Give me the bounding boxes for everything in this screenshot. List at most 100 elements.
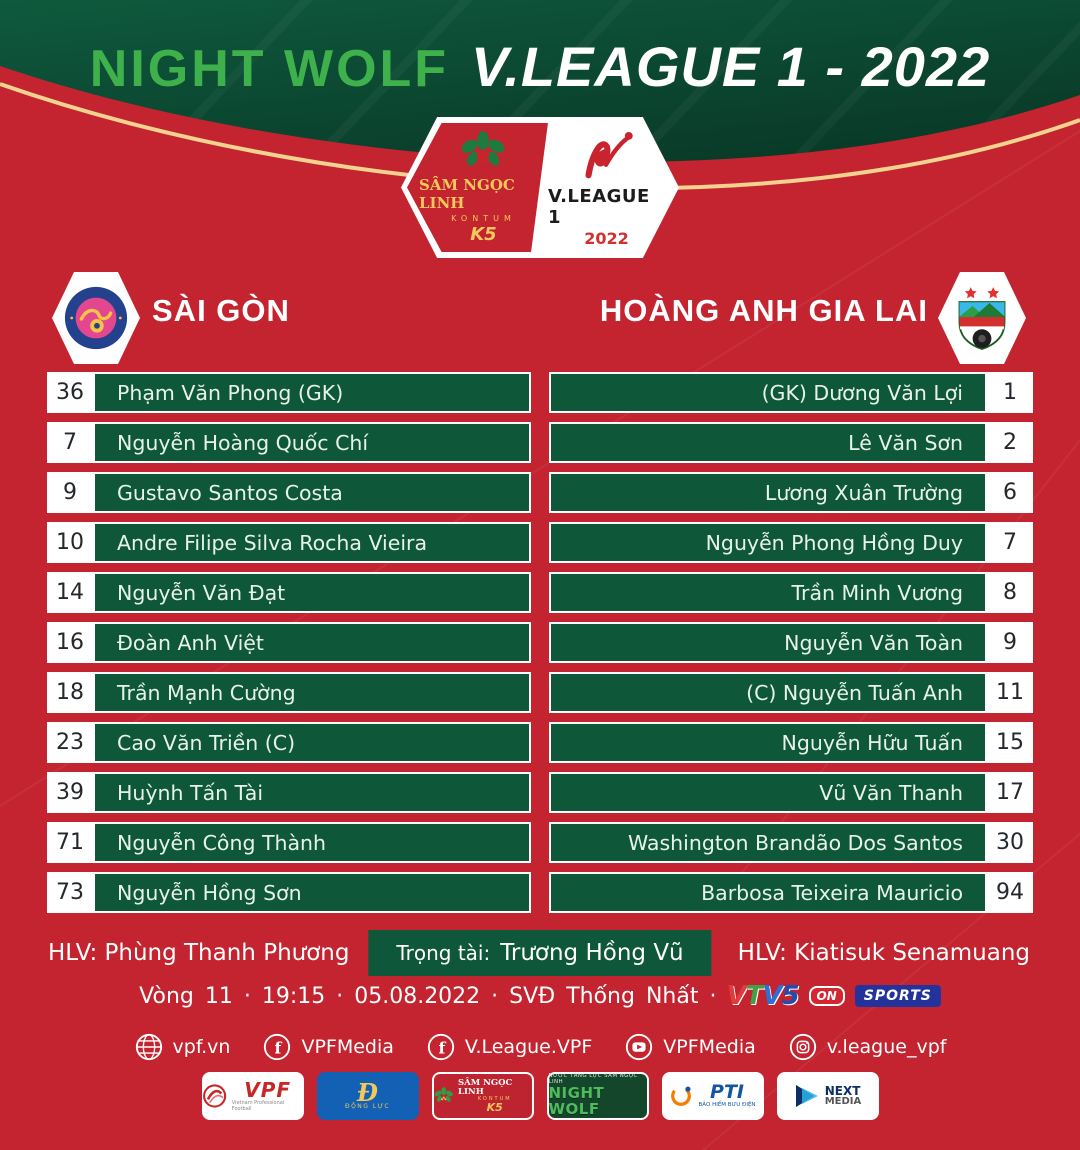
match-info-row: Vòng 11 · 19:15 · 05.08.2022 · SVĐ Thống… [0,980,1080,1012]
player-name: Washington Brandão Dos Santos [549,822,987,863]
player-name: Nguyễn Văn Đạt [93,572,531,613]
player-name: Phạm Văn Phong (GK) [93,372,531,413]
player-name: Vũ Văn Thanh [549,772,987,813]
vpf-tagline: Vietnam Professional Football [231,1100,285,1112]
sponsor-vpf: VPF Vietnam Professional Football [201,1072,304,1120]
player-name: Nguyễn Phong Hồng Duy [549,522,987,563]
player-row: 71 Nguyễn Công Thành [47,822,531,863]
vleague-swoosh-icon [585,131,634,178]
home-team-crest [52,272,140,364]
player-row: Nguyễn Hữu Tuấn 15 [549,722,1033,763]
player-row: 9 Gustavo Santos Costa [47,472,531,513]
match-info-text: Vòng 11 · 19:15 · 05.08.2022 · SVĐ Thống… [139,983,717,1009]
player-number: 15 [987,722,1033,763]
player-row: 39 Huỳnh Tấn Tài [47,772,531,813]
on-badge: ON [808,986,845,1006]
player-name: Andre Filipe Silva Rocha Vieira [93,522,531,563]
player-row: (C) Nguyễn Tuấn Anh 11 [549,672,1033,713]
sponsor-pti: PTI BẢO HIỂM BƯU ĐIỆN [661,1072,764,1120]
player-row: Nguyễn Văn Toàn 9 [549,622,1033,663]
home-team-name: SÀI GÒN [152,293,290,328]
player-row: 7 Nguyễn Hoàng Quốc Chí [47,422,531,463]
badge-sponsor-half: SÂM NGỌC LINH KONTUM K5 [407,123,548,252]
vpf-ball-icon [202,1084,226,1108]
player-name: Nguyễn Văn Toàn [549,622,987,663]
pti-ring-icon [671,1086,692,1106]
player-row: Vũ Văn Thanh 17 [549,772,1033,813]
player-name: Đoàn Anh Việt [93,622,531,663]
vtv5-logo: VTV5 [726,981,799,1011]
svg-text:f: f [438,1039,446,1058]
player-number: 1 [987,372,1033,413]
referee-name: Trương Hồng Vũ [500,940,684,966]
svg-text:f: f [275,1039,283,1058]
league-badge-body: SÂM NGỌC LINH KONTUM K5 V.LEAGUE 1 2022 [407,123,673,252]
social-item-instagram: v.league_vpf [788,1032,947,1062]
snl-wordmark: SÂM NGỌC LINH [457,1077,513,1097]
home-coach: HLV: Phùng Thanh Phương [48,940,350,966]
away-team-crest [938,272,1026,364]
facebook-icon: f [264,1033,291,1061]
social-item-website: vpf.vn [134,1032,230,1062]
social-item-youtube: VPFMedia [624,1032,756,1062]
globe-icon [135,1033,162,1061]
snl-brand: K5 [486,1100,503,1114]
player-row: 73 Nguyễn Hồng Sơn [47,872,531,913]
player-name: Nguyễn Công Thành [93,822,531,863]
night-wolf-wordmark: NIGHT WOLF [548,1084,605,1118]
player-number: 7 [47,422,93,463]
next-media-play-icon [795,1085,818,1107]
player-number: 18 [47,672,93,713]
player-number: 9 [987,622,1033,663]
badge-league-half: V.LEAGUE 1 2022 [548,123,673,252]
poster-title: NIGHT WOLF V.LEAGUE 1 - 2022 [0,34,1080,99]
vtv5-letter: V [726,981,746,1011]
coaches-row: HLV: Phùng Thanh Phương Trọng tài: Trươn… [0,930,1080,976]
player-name: Lương Xuân Trường [549,472,987,513]
badge-sponsor-brand: K5 [470,223,497,245]
league-badge: SÂM NGỌC LINH KONTUM K5 V.LEAGUE 1 2022 [401,117,679,258]
header-curve-graphic [0,0,1080,191]
dong-luc-wordmark: ĐỘNG LỰC [344,1103,391,1111]
player-number: 11 [987,672,1033,713]
player-number: 23 [47,722,93,763]
player-name: Trần Minh Vương [549,572,987,613]
social-label: v.league_vpf [826,1036,947,1058]
player-number: 30 [987,822,1033,863]
player-number: 71 [47,822,93,863]
snl-region: KONTUM [477,1095,512,1102]
sponsor-row: VPF Vietnam Professional Football Đ ĐỘNG… [0,1072,1080,1120]
player-name: Nguyễn Hoàng Quốc Chí [93,422,531,463]
player-row: 36 Phạm Văn Phong (GK) [47,372,531,413]
social-item-facebook-league: f V.League.VPF [426,1032,592,1062]
facebook-icon: f [427,1033,455,1061]
pti-tagline: BẢO HIỂM BƯU ĐIỆN [698,1102,756,1109]
player-row: 23 Cao Văn Triền (C) [47,722,531,763]
away-coach: HLV: Kiatisuk Senamuang [737,940,1030,966]
player-row: Trần Minh Vương 8 [549,572,1033,613]
pti-wordmark: PTI [710,1081,744,1104]
player-row: Lê Văn Sơn 2 [549,422,1033,463]
player-name: Nguyễn Hồng Sơn [93,872,531,913]
player-name: Huỳnh Tấn Tài [93,772,531,813]
player-row: Lương Xuân Trường 6 [549,472,1033,513]
league-title: V.LEAGUE 1 - 2022 [471,35,991,98]
social-row: vpf.vn f VPFMedia f V.League.VPF VPFMedi… [0,1028,1080,1066]
away-lineup-list: (GK) Dương Văn Lợi 1 Lê Văn Sơn 2 Lương Xuân… [549,372,1033,922]
player-number: 9 [47,472,93,513]
badge-league-year: 2022 [584,228,629,248]
player-number: 2 [987,422,1033,463]
player-number: 39 [47,772,93,813]
next-media-wordmark-bottom: MEDIA [824,1096,862,1107]
social-label: V.League.VPF [464,1036,593,1058]
vpf-wordmark: VPF [244,1078,292,1103]
badge-sponsor-region: KONTUM [451,213,516,223]
sponsor-next-media: NEXT MEDIA [776,1072,879,1120]
player-row: Nguyễn Phong Hồng Duy 7 [549,522,1033,563]
home-lineup-list: 36 Phạm Văn Phong (GK) 7 Nguyễn Hoàng Quốc … [47,372,531,922]
player-row: 18 Trần Mạnh Cường [47,672,531,713]
player-name: (GK) Dương Văn Lợi [549,372,987,413]
social-label: VPFMedia [663,1036,756,1058]
sponsor-sam-ngoc-linh: SÂM NGỌC LINH KONTUM K5 [431,1072,534,1120]
night-wolf-tagline: NƯỚC TĂNG LỰC SÂM NGỌC LINH [548,1073,638,1086]
